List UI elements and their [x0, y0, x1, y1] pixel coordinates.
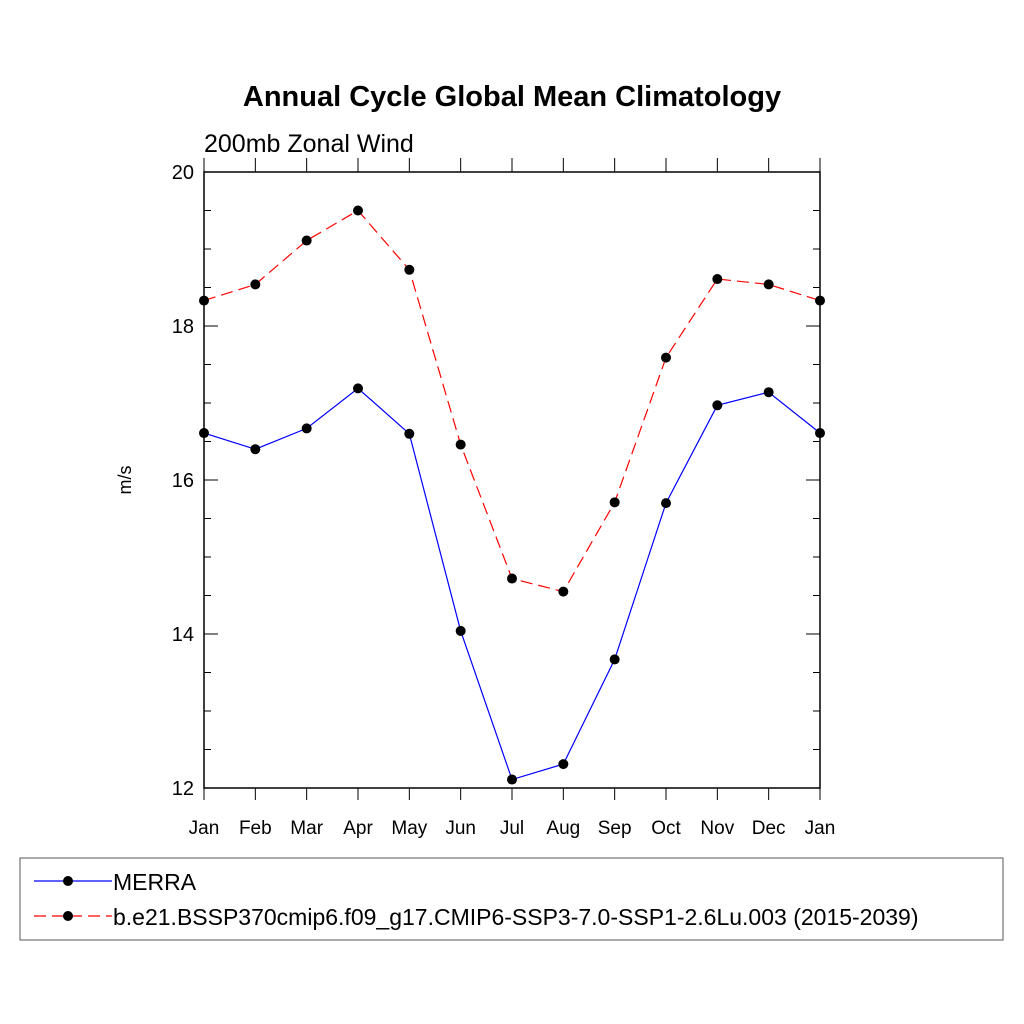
- x-tick-label: Jan: [189, 818, 220, 839]
- x-tick-label: Sep: [598, 818, 632, 839]
- x-tick-label: Nov: [700, 818, 734, 839]
- data-point-1: [301, 235, 312, 246]
- legend-marker-model: [63, 911, 73, 921]
- series-line-1: [203, 209, 821, 593]
- data-point-0: [712, 400, 723, 411]
- y-tick-label: 14: [172, 624, 194, 646]
- plot-area: [199, 205, 825, 785]
- data-point-1: [353, 205, 363, 216]
- data-point-0: [455, 625, 466, 636]
- plot-frame: [203, 171, 821, 789]
- data-point-0: [199, 428, 209, 439]
- y-axis-label: m/s: [115, 466, 135, 495]
- data-point-1: [712, 274, 723, 285]
- data-point-1: [815, 295, 825, 306]
- data-point-0: [609, 654, 620, 665]
- data-point-1: [558, 586, 569, 597]
- chart-subtitle: 200mb Zonal Wind: [204, 130, 414, 158]
- data-point-0: [763, 387, 774, 398]
- data-point-0: [661, 498, 671, 509]
- data-point-0: [353, 383, 363, 394]
- data-point-1: [199, 295, 209, 306]
- x-tick-label: Jan: [805, 818, 836, 839]
- y-axis: 12 14 16 18 20: [172, 162, 820, 800]
- data-point-1: [609, 497, 620, 508]
- chart-title: Annual Cycle Global Mean Climatology: [243, 81, 781, 113]
- y-tick-label: 18: [172, 316, 194, 338]
- y-tick-label: 16: [172, 470, 194, 492]
- y-tick-label: 12: [172, 778, 194, 800]
- x-axis: Jan Feb Mar Apr May Jun Jul Aug Sep Oct Nov Dec Jan: [189, 158, 836, 839]
- x-tick-label: Jul: [500, 818, 524, 839]
- data-point-1: [404, 264, 415, 275]
- data-point-0: [815, 428, 825, 439]
- data-point-1: [455, 439, 466, 450]
- data-point-0: [507, 774, 517, 785]
- x-tick-label: Apr: [343, 818, 373, 839]
- data-point-1: [763, 279, 774, 290]
- x-tick-label: Dec: [752, 818, 786, 839]
- legend: MERRA b.e21.BSSP370cmip6.f09_g17.CMIP6-S…: [19, 857, 1004, 941]
- x-tick-label: Oct: [651, 818, 681, 839]
- x-tick-label: Mar: [290, 818, 323, 839]
- data-point-0: [404, 428, 415, 439]
- data-point-0: [301, 423, 312, 434]
- x-tick-label: Jun: [445, 818, 476, 839]
- data-point-0: [558, 759, 569, 770]
- legend-marker-merra: [63, 876, 73, 886]
- series-line-0: [203, 387, 821, 781]
- y-tick-label: 20: [172, 162, 194, 184]
- data-point-0: [250, 444, 261, 455]
- legend-label-model: b.e21.BSSP370cmip6.f09_g17.CMIP6-SSP3-7.…: [113, 904, 919, 930]
- x-tick-label: Feb: [239, 818, 272, 839]
- x-tick-label: Aug: [546, 818, 580, 839]
- legend-box: [19, 857, 1004, 941]
- legend-label-merra: MERRA: [113, 869, 197, 895]
- data-point-1: [661, 352, 671, 363]
- x-tick-label: May: [391, 818, 427, 839]
- data-point-1: [507, 573, 517, 584]
- data-point-1: [250, 279, 261, 290]
